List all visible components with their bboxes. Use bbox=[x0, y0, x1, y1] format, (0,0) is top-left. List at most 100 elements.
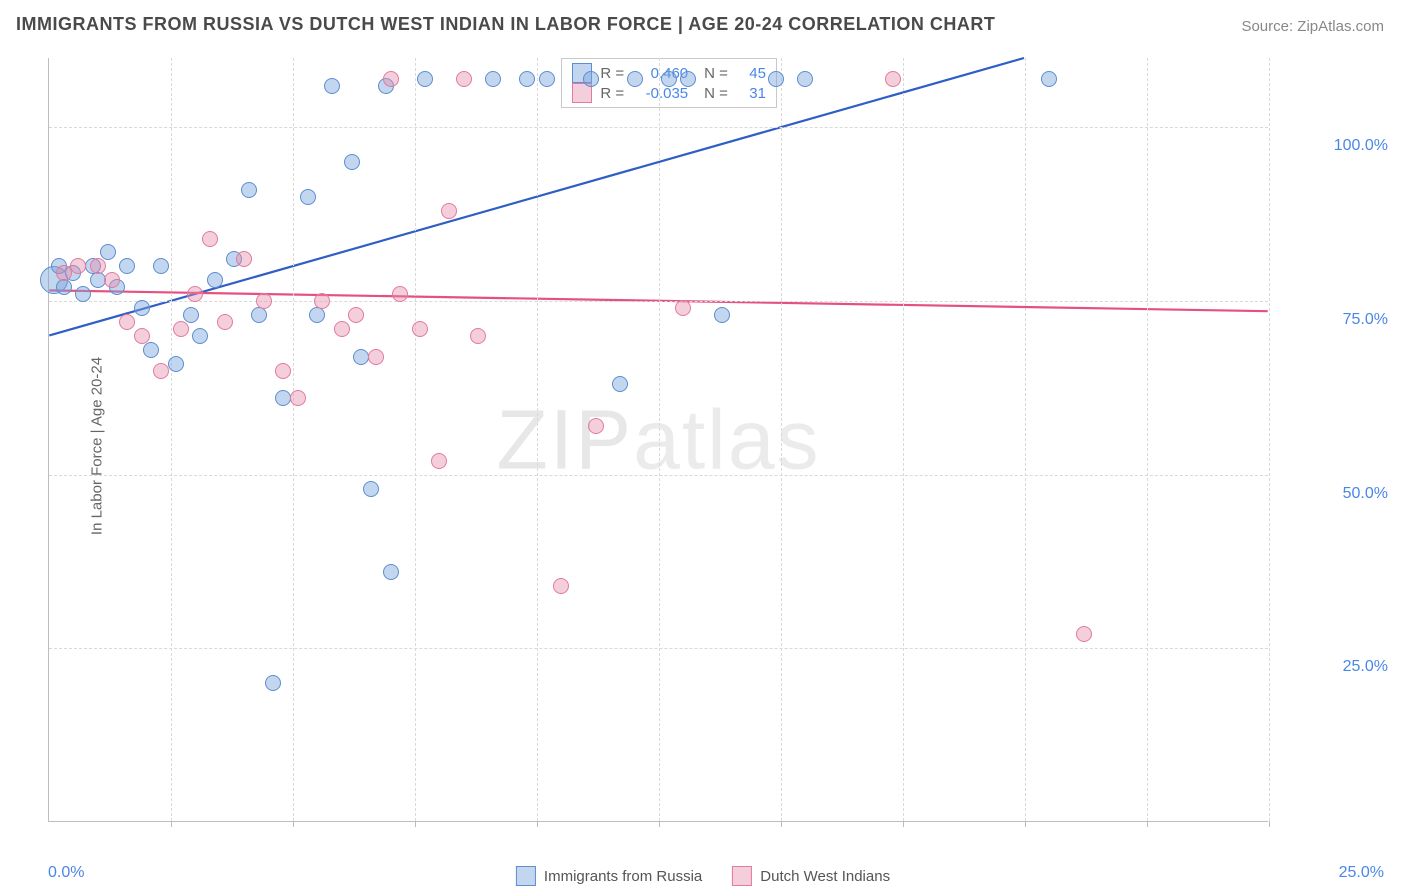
data-point-russia bbox=[119, 258, 135, 274]
data-point-russia bbox=[134, 300, 150, 316]
r-label: R = bbox=[600, 65, 624, 82]
data-point-russia bbox=[309, 307, 325, 323]
data-point-dutch bbox=[290, 390, 306, 406]
data-point-russia bbox=[353, 349, 369, 365]
y-tick-label: 50.0% bbox=[1343, 485, 1388, 503]
data-point-dutch bbox=[588, 418, 604, 434]
data-point-russia bbox=[207, 272, 223, 288]
y-tick-label: 25.0% bbox=[1343, 658, 1388, 676]
data-point-russia bbox=[661, 71, 677, 87]
data-point-dutch bbox=[675, 300, 691, 316]
data-point-russia bbox=[417, 71, 433, 87]
legend: Immigrants from Russia Dutch West Indians bbox=[516, 866, 890, 886]
x-axis-min-label: 0.0% bbox=[48, 864, 84, 882]
legend-item-dutch: Dutch West Indians bbox=[732, 866, 890, 886]
y-tick-label: 75.0% bbox=[1343, 311, 1388, 329]
data-point-russia bbox=[539, 71, 555, 87]
data-point-russia bbox=[324, 78, 340, 94]
n-label: N = bbox=[704, 65, 728, 82]
data-point-russia bbox=[583, 71, 599, 87]
data-point-russia bbox=[251, 307, 267, 323]
data-point-russia bbox=[56, 279, 72, 295]
data-point-dutch bbox=[441, 203, 457, 219]
legend-swatch-dutch bbox=[732, 866, 752, 886]
x-tick bbox=[1147, 821, 1148, 827]
data-point-russia bbox=[363, 481, 379, 497]
data-point-dutch bbox=[431, 453, 447, 469]
x-axis-max-label: 25.0% bbox=[1339, 864, 1384, 882]
data-point-dutch bbox=[90, 258, 106, 274]
data-point-russia bbox=[485, 71, 501, 87]
data-point-dutch bbox=[470, 328, 486, 344]
data-point-russia bbox=[797, 71, 813, 87]
gridline-v bbox=[781, 58, 782, 821]
x-tick bbox=[659, 821, 660, 827]
legend-label: Immigrants from Russia bbox=[544, 868, 702, 885]
x-tick bbox=[1269, 821, 1270, 827]
data-point-russia bbox=[100, 244, 116, 260]
r-value: -0.035 bbox=[632, 85, 688, 102]
gridline-v bbox=[1025, 58, 1026, 821]
data-point-dutch bbox=[392, 286, 408, 302]
plot-area: ZIPatlas R =0.460N =45R =-0.035N =31 bbox=[48, 58, 1268, 822]
data-point-dutch bbox=[256, 293, 272, 309]
gridline-v bbox=[537, 58, 538, 821]
data-point-dutch bbox=[119, 314, 135, 330]
data-point-russia bbox=[680, 71, 696, 87]
x-tick bbox=[415, 821, 416, 827]
data-point-russia bbox=[153, 258, 169, 274]
data-point-dutch bbox=[456, 71, 472, 87]
data-point-russia bbox=[265, 675, 281, 691]
data-point-russia bbox=[275, 390, 291, 406]
data-point-dutch bbox=[217, 314, 233, 330]
data-point-dutch bbox=[553, 578, 569, 594]
gridline-v bbox=[293, 58, 294, 821]
source-label: Source: ZipAtlas.com bbox=[1241, 18, 1384, 35]
data-point-russia bbox=[383, 564, 399, 580]
data-point-russia bbox=[168, 356, 184, 372]
data-point-russia bbox=[344, 154, 360, 170]
n-label: N = bbox=[704, 85, 728, 102]
data-point-dutch bbox=[348, 307, 364, 323]
correlation-chart: IMMIGRANTS FROM RUSSIA VS DUTCH WEST IND… bbox=[0, 0, 1406, 892]
gridline-v bbox=[415, 58, 416, 821]
data-point-russia bbox=[627, 71, 643, 87]
data-point-russia bbox=[519, 71, 535, 87]
data-point-dutch bbox=[275, 363, 291, 379]
data-point-dutch bbox=[56, 265, 72, 281]
data-point-russia bbox=[714, 307, 730, 323]
data-point-dutch bbox=[134, 328, 150, 344]
legend-item-russia: Immigrants from Russia bbox=[516, 866, 702, 886]
data-point-dutch bbox=[383, 71, 399, 87]
x-tick bbox=[781, 821, 782, 827]
data-point-dutch bbox=[104, 272, 120, 288]
data-point-russia bbox=[241, 182, 257, 198]
data-point-russia bbox=[90, 272, 106, 288]
gridline-v bbox=[1147, 58, 1148, 821]
r-label: R = bbox=[600, 85, 624, 102]
gridline-v bbox=[1269, 58, 1270, 821]
gridline-v bbox=[171, 58, 172, 821]
data-point-russia bbox=[768, 71, 784, 87]
data-point-russia bbox=[1041, 71, 1057, 87]
chart-title: IMMIGRANTS FROM RUSSIA VS DUTCH WEST IND… bbox=[16, 14, 995, 35]
gridline-v bbox=[903, 58, 904, 821]
data-point-dutch bbox=[314, 293, 330, 309]
data-point-russia bbox=[300, 189, 316, 205]
data-point-russia bbox=[75, 286, 91, 302]
x-tick bbox=[903, 821, 904, 827]
data-point-dutch bbox=[412, 321, 428, 337]
data-point-dutch bbox=[202, 231, 218, 247]
data-point-dutch bbox=[187, 286, 203, 302]
data-point-russia bbox=[143, 342, 159, 358]
data-point-russia bbox=[183, 307, 199, 323]
data-point-russia bbox=[612, 376, 628, 392]
data-point-dutch bbox=[885, 71, 901, 87]
n-value: 45 bbox=[736, 65, 766, 82]
x-tick bbox=[171, 821, 172, 827]
data-point-dutch bbox=[153, 363, 169, 379]
data-point-dutch bbox=[236, 251, 252, 267]
data-point-dutch bbox=[70, 258, 86, 274]
n-value: 31 bbox=[736, 85, 766, 102]
y-tick-label: 100.0% bbox=[1334, 137, 1388, 155]
